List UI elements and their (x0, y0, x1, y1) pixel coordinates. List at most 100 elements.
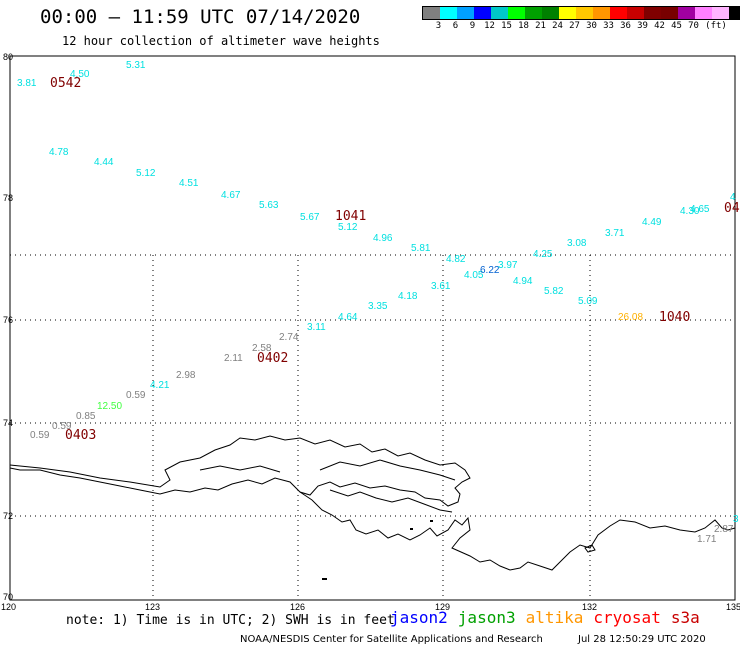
reading: 2.74 (279, 332, 299, 343)
reading: 0.85 (76, 411, 96, 422)
coast-islands (322, 520, 433, 580)
legend-swatch (712, 7, 729, 19)
legend-swatch (610, 7, 627, 19)
reading: 3.97 (498, 260, 518, 271)
reading: 4.96 (373, 233, 393, 244)
reading: 5.63 (259, 200, 279, 211)
legend-label: 36 (620, 21, 631, 31)
map-title: 00:00 – 11:59 UTC 07/14/2020 (40, 6, 361, 28)
reading: 2.87 (714, 524, 734, 535)
satellite-jason3: jason3 (457, 608, 516, 627)
reading: 3.08 (567, 238, 587, 249)
legend-swatch (457, 7, 474, 19)
reading: 5.67 (300, 212, 320, 223)
satellite-altika: altika (525, 608, 584, 627)
legend-swatch (525, 7, 542, 19)
reading: 3 (733, 514, 739, 525)
reading: 4.21 (150, 380, 170, 391)
lon-label-135: 135 (726, 602, 740, 612)
reading: 4.64 (338, 312, 358, 323)
reading: 4.94 (513, 276, 533, 287)
legend-label: 21 (535, 21, 546, 31)
reading: 4.65 (690, 204, 710, 215)
wave-height-legend: 3 6 9 12 15 18 21 24 27 30 33 36 39 42 45 70 (ft) (422, 6, 740, 33)
legend-swatch (542, 7, 559, 19)
legend-swatch (440, 7, 457, 19)
pass-time-labels: 0542 1041 0402 0403 1040 04 (50, 76, 740, 443)
reading: 4.44 (94, 157, 114, 168)
lat-label-76: 76 (3, 315, 13, 325)
reading: 0.59 (30, 430, 50, 441)
legend-label: 33 (603, 21, 614, 31)
satellite-jason2: jason2 (390, 608, 448, 627)
legend-label: 39 (637, 21, 648, 31)
reading: 4.51 (179, 178, 199, 189)
coast-inlet-2 (329, 489, 453, 513)
wave-readings: 3.81 4.50 5.31 4.78 4.44 5.12 4.51 4.67 … (17, 60, 739, 545)
lon-label-123: 123 (145, 602, 160, 612)
legend-label: 3 (435, 21, 442, 31)
reading: 5.12 (338, 222, 358, 233)
lat-label-78: 78 (3, 193, 13, 203)
map-subtitle: 12 hour collection of altimeter wave hei… (62, 34, 380, 48)
legend-color-bar (422, 6, 740, 20)
reading: 4.25 (533, 249, 553, 260)
legend-swatch (576, 7, 593, 19)
legend-label: 27 (569, 21, 580, 31)
reading: 4 (730, 192, 736, 203)
legend-unit: (ft) (705, 21, 727, 31)
reading: 3.61 (431, 281, 451, 292)
legend-swatch (661, 7, 678, 19)
lon-label-132: 132 (582, 602, 597, 612)
reading: 3.71 (605, 228, 625, 239)
legend-swatch (695, 7, 712, 19)
reading: 4.49 (642, 217, 662, 228)
legend-label: 9 (469, 21, 476, 31)
reading: 4.30 (680, 206, 700, 217)
pass-time: 0542 (50, 76, 81, 91)
reading: 4.78 (49, 147, 69, 158)
credit-text: NOAA/NESDIS Center for Satellite Applica… (240, 634, 543, 645)
pass-time: 04 (724, 201, 740, 216)
reading: 26.08 (618, 312, 643, 323)
satellite-cryosat: cryosat (593, 608, 661, 627)
legend-swatch (508, 7, 525, 19)
pass-time: 1040 (659, 310, 690, 325)
taymyr-coast (9, 435, 471, 507)
map-frame (9, 55, 736, 601)
legend-swatch (491, 7, 508, 19)
reading: 12.50 (97, 401, 122, 412)
legend-swatch (593, 7, 610, 19)
reading: 2.11 (224, 353, 243, 364)
legend-label: 24 (552, 21, 563, 31)
island-2 (410, 528, 413, 530)
reading: 5.81 (411, 243, 431, 254)
lon-label-129: 129 (435, 602, 450, 612)
legend-label: 15 (501, 21, 512, 31)
legend-swatch (729, 7, 740, 19)
reading: 5.82 (544, 286, 564, 297)
lon-label-120: 120 (1, 602, 16, 612)
coast-island (584, 544, 596, 553)
legend-labels: 3 6 9 12 15 18 21 24 27 30 33 36 39 42 45 70 (ft) (422, 21, 740, 33)
reading: 0.59 (52, 421, 72, 432)
lat-label-74: 74 (3, 418, 13, 428)
satellite-s3a: s3a (670, 608, 700, 627)
island-3 (430, 520, 433, 522)
reading: 5.31 (126, 60, 146, 71)
legend-label: 18 (518, 21, 529, 31)
legend-swatch (627, 7, 644, 19)
reading: 3.11 (307, 322, 326, 333)
reading: 0.59 (126, 390, 146, 401)
reading: 3.81 (17, 78, 37, 89)
reading: 3.35 (368, 301, 388, 312)
generated-timestamp: Jul 28 12:50:29 UTC 2020 (578, 634, 706, 645)
reading: 5.09 (578, 296, 598, 307)
grid-lines (10, 254, 735, 600)
legend-swatch (559, 7, 576, 19)
reading: 6.22 (480, 265, 500, 276)
footnote: note: 1) Time is in UTC; 2) SWH is in fe… (66, 613, 395, 628)
axis-labels: 80 78 76 74 72 70 120 123 126 129 132 13… (1, 52, 740, 612)
